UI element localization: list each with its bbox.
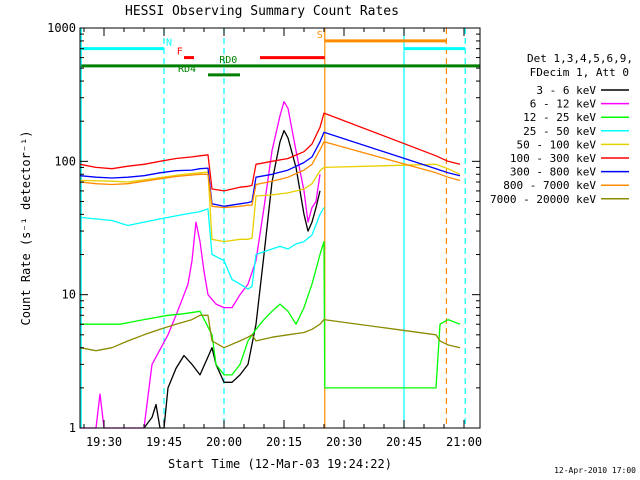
series-line-8 (79, 314, 461, 352)
legend-label-4: 50 - 100 keV (517, 138, 597, 151)
y-tick-label-2: 100 (54, 154, 76, 168)
series-line-1 (80, 101, 321, 429)
series-line-4 (79, 163, 461, 243)
x-axis: 19:30 19:45 20:00 20:15 20:30 20:45 21:00 (83, 28, 482, 449)
y-axis: 1 10 100 1000 (47, 21, 480, 435)
legend-label-5: 100 - 300 keV (510, 152, 596, 165)
legend: Det 1,3,4,5,6,9, FDecim 1, Att 0 3 - 6 k… (490, 52, 633, 206)
x-tick-label-0: 19:30 (86, 435, 122, 449)
legend-label-2: 12 - 25 keV (523, 111, 596, 124)
x-tick-label-5: 20:45 (386, 435, 422, 449)
y-axis-label: Count Rate (s⁻¹ detector⁻¹) (19, 130, 33, 325)
x-tick-label-4: 20:30 (326, 435, 362, 449)
series-line-3 (79, 207, 325, 290)
y-tick-label-0: 1 (69, 421, 76, 435)
flag-label-1: S (317, 30, 323, 41)
legend-label-1: 6 - 12 keV (530, 98, 597, 111)
series-line-0 (143, 129, 321, 429)
legend-label-0: 3 - 6 keV (536, 84, 596, 97)
y-tick-label-3: 1000 (47, 21, 76, 35)
flag-label-2: F (177, 47, 183, 58)
series-line-6 (79, 131, 461, 207)
legend-label-6: 300 - 800 keV (510, 166, 596, 179)
plot-area: N S F RD0 RD4 (79, 28, 480, 429)
legend-label-7: 800 - 7000 keV (503, 179, 596, 192)
legend-title-line-1: Det 1,3,4,5,6,9, (527, 52, 633, 65)
flag-label-0: N (166, 38, 172, 49)
chart-title: HESSI Observing Summary Count Rates (125, 4, 399, 19)
legend-label-3: 25 - 50 keV (523, 125, 596, 138)
legend-label-8: 7000 - 20000 keV (490, 193, 596, 206)
series-line-5 (79, 112, 461, 192)
x-tick-label-1: 19:45 (146, 435, 182, 449)
x-tick-label-2: 20:00 (206, 435, 242, 449)
x-tick-label-3: 20:15 (266, 435, 302, 449)
x-tick-label-6: 21:00 (446, 435, 482, 449)
flag-label-4: RD0 (219, 55, 237, 66)
plot-frame (79, 27, 481, 429)
legend-title-line-2: FDecim 1, Att 0 (530, 66, 629, 79)
series-line-2 (80, 240, 461, 389)
x-axis-label: Start Time (12-Mar-03 19:24:22) (168, 457, 392, 471)
flag-label-5: RD4 (178, 64, 196, 75)
footer-date: 12-Apr-2010 17:00 (554, 466, 636, 475)
series-line-7 (79, 141, 461, 209)
y-tick-label-1: 10 (62, 288, 76, 302)
